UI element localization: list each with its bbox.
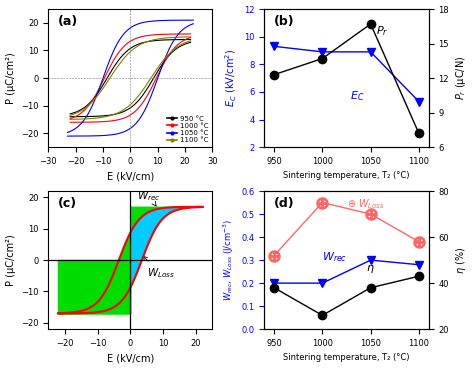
Y-axis label: $\eta$ (%): $\eta$ (%) (455, 246, 468, 274)
Text: $P_r$: $P_r$ (376, 24, 388, 38)
Legend: 950 °C, 1000 °C, 1050 °C, 1100 °C: 950 °C, 1000 °C, 1050 °C, 1100 °C (166, 115, 209, 144)
Y-axis label: $P_r$ (μC/N): $P_r$ (μC/N) (455, 56, 468, 100)
Y-axis label: P (μC/cm²): P (μC/cm²) (6, 52, 16, 104)
X-axis label: Sintering temperature, T₂ (°C): Sintering temperature, T₂ (°C) (283, 354, 410, 362)
Polygon shape (58, 207, 202, 313)
Text: (b): (b) (274, 15, 295, 28)
Text: $E_C$: $E_C$ (350, 89, 364, 103)
Text: $\oplus$ $W_{Loss}$: $\oplus$ $W_{Loss}$ (346, 198, 384, 211)
Y-axis label: $E_C$ (kV/cm$^2$): $E_C$ (kV/cm$^2$) (223, 49, 239, 107)
Text: $W_{rec}$: $W_{rec}$ (322, 250, 347, 264)
Text: $W_{rec}$: $W_{rec}$ (137, 189, 161, 206)
Text: (c): (c) (58, 197, 77, 210)
Text: $W_{Loss}$: $W_{Loss}$ (143, 256, 175, 280)
X-axis label: Sintering temperature, T₂ (°C): Sintering temperature, T₂ (°C) (283, 172, 410, 180)
Text: (d): (d) (274, 197, 295, 210)
X-axis label: E (kV/cm): E (kV/cm) (107, 172, 154, 182)
Y-axis label: P (μC/cm²): P (μC/cm²) (6, 234, 16, 286)
X-axis label: E (kV/cm): E (kV/cm) (107, 354, 154, 363)
Y-axis label: $W_{rec}$, $W_{Loss}$ (J/cm$^{-3}$): $W_{rec}$, $W_{Loss}$ (J/cm$^{-3}$) (221, 219, 236, 301)
Text: $\eta$: $\eta$ (366, 263, 375, 275)
Text: (a): (a) (58, 15, 78, 28)
